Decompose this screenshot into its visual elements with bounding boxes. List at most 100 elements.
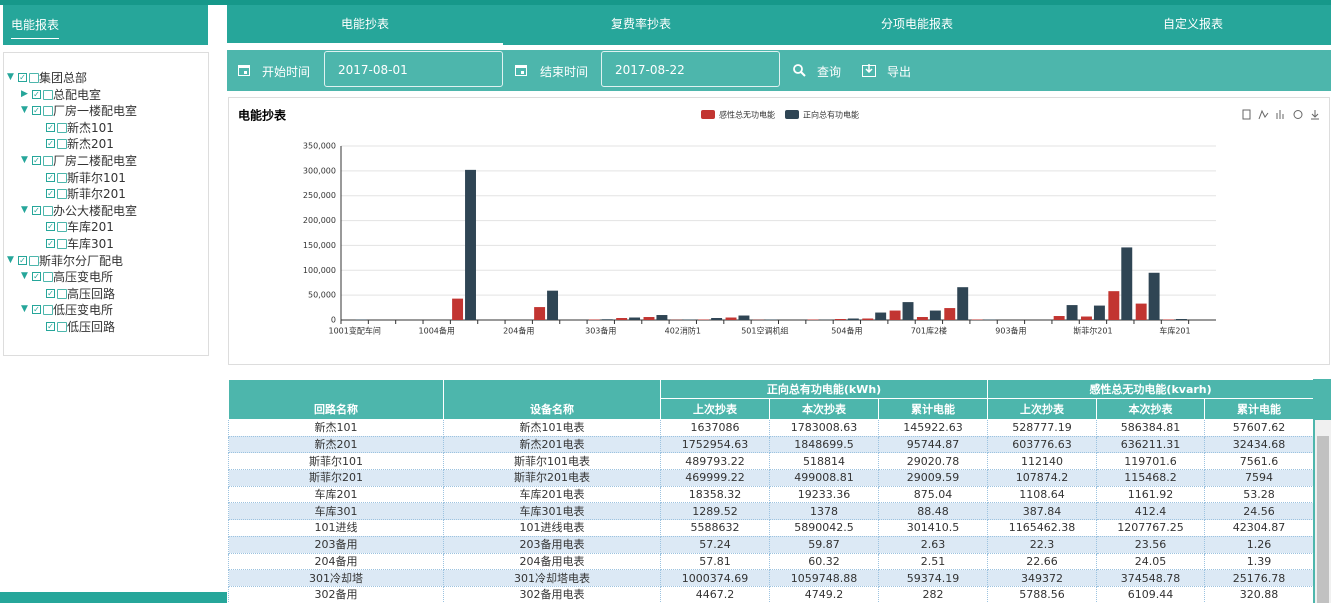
table-cell: 95744.87 bbox=[877, 435, 989, 454]
table-row[interactable]: 101进线 101进线电表 5588632 5890042.5 301410.5 1165… bbox=[228, 519, 1313, 537]
tree-node-label[interactable]: 厂房二楼配电室 bbox=[53, 154, 138, 168]
bar bbox=[643, 317, 655, 320]
y-tick-label: 50,000 bbox=[308, 291, 336, 300]
tree-node-label[interactable]: 斯菲尔201 bbox=[67, 187, 126, 202]
table-row[interactable]: 新杰201 新杰201电表 1752954.63 1848699.5 95744.87 6… bbox=[228, 435, 1313, 454]
search-icon[interactable] bbox=[793, 64, 806, 77]
column-header: 上次抄表 bbox=[660, 398, 770, 420]
table-cell: 新杰201电表 bbox=[443, 435, 661, 454]
tree-node-label[interactable]: 斯菲尔101 bbox=[67, 170, 126, 185]
table-cell: 42304.87 bbox=[1204, 519, 1313, 537]
tree-checkbox: ✓ bbox=[46, 222, 55, 232]
bar bbox=[862, 318, 874, 320]
restore-icon[interactable] bbox=[1293, 110, 1303, 119]
nav-tab[interactable]: 自定义报表 bbox=[1162, 17, 1223, 31]
tree-checkbox: ✓ bbox=[32, 89, 41, 99]
toolbar: 开始时间 2017-08-01 结束时间 2017-08-22 查询 导出 bbox=[227, 50, 1331, 91]
nav-tab[interactable]: 复费率抄表 bbox=[610, 17, 671, 31]
table-row[interactable]: 204备用 204备用电表 57.81 60.32 2.51 22.66 24.05 1.39 bbox=[228, 552, 1313, 571]
tree-toggle[interactable]: ▼ bbox=[7, 72, 14, 82]
tree-node-label[interactable]: 高压变电所 bbox=[53, 270, 114, 285]
tree-toggle[interactable]: ▼ bbox=[21, 155, 28, 165]
table-cell: 2.63 bbox=[877, 535, 989, 554]
tree-node-icon bbox=[43, 205, 53, 216]
table-row[interactable]: 新杰101 新杰101电表 1637086 1783008.63 145922.63 52… bbox=[228, 419, 1313, 437]
nav-tab[interactable]: 电能抄表 bbox=[227, 5, 503, 45]
tree-node-label[interactable]: 斯菲尔分厂配电 bbox=[39, 253, 124, 268]
start-date-input[interactable]: 2017-08-01 bbox=[324, 51, 503, 87]
table-cell: 349372 bbox=[987, 569, 1098, 587]
x-tick-label: 1001变配车间 bbox=[328, 326, 380, 336]
tree-node-label[interactable]: 办公大楼配电室 bbox=[53, 203, 138, 218]
table-cell: 1378 bbox=[769, 502, 879, 521]
table-cell: 32434.68 bbox=[1204, 435, 1313, 454]
table-cell: 88.48 bbox=[877, 502, 989, 521]
bar bbox=[929, 310, 941, 320]
table-cell: 23.56 bbox=[1096, 535, 1206, 554]
bar-icon[interactable] bbox=[1276, 110, 1284, 119]
bar bbox=[957, 287, 969, 320]
end-date-input[interactable]: 2017-08-22 bbox=[601, 51, 780, 87]
table-cell: 1108.64 bbox=[987, 485, 1098, 504]
x-tick-label: 701库2楼 bbox=[911, 326, 947, 336]
tree-node-label[interactable]: 总配电室 bbox=[53, 87, 102, 102]
tree-checkbox: ✓ bbox=[32, 305, 41, 315]
table-row[interactable]: 斯菲尔101 斯菲尔101电表 489793.22 518814 29020.78 112… bbox=[228, 452, 1313, 471]
table-row[interactable]: 车库301 车库301电表 1289.52 1378 88.48 387.84 412.4 2… bbox=[228, 502, 1313, 521]
column-header: 累计电能 bbox=[877, 398, 989, 420]
table-cell: 1059748.88 bbox=[769, 569, 879, 587]
table-cell: 204备用 bbox=[228, 552, 444, 571]
save-icon[interactable] bbox=[1311, 110, 1319, 120]
table-row[interactable]: 302备用 302备用电表 4467.2 4749.2 282 5788.56 6109.4… bbox=[228, 585, 1313, 603]
tree-node-icon bbox=[57, 172, 67, 183]
export-button[interactable]: 导出 bbox=[887, 65, 912, 79]
table-row[interactable]: 203备用 203备用电表 57.24 59.87 2.63 22.3 23.56 1.26 bbox=[228, 535, 1313, 554]
tree-node-label[interactable]: 集团总部 bbox=[39, 71, 88, 85]
scrollbar-thumb[interactable] bbox=[1317, 436, 1329, 603]
tree-node-icon bbox=[29, 255, 39, 266]
tree-toggle[interactable]: ▼ bbox=[7, 254, 14, 265]
sidebar-tab[interactable]: 电能报表 bbox=[3, 5, 208, 45]
line-icon[interactable] bbox=[1258, 109, 1269, 120]
export-icon[interactable] bbox=[862, 63, 876, 77]
header-row: 上次抄表 本次抄表 累计电能 上次抄表 本次抄表 累计电能 bbox=[229, 398, 1313, 420]
tree-node-label[interactable]: 厂房一楼配电室 bbox=[53, 104, 138, 119]
tree-node-label[interactable]: 新杰201 bbox=[67, 137, 114, 152]
sidebar-tab-label[interactable]: 电能报表 bbox=[11, 16, 60, 39]
tree-node-icon bbox=[57, 222, 67, 233]
chart-toolbox[interactable] bbox=[1242, 109, 1319, 120]
tree-node-label[interactable]: 高压回路 bbox=[67, 286, 116, 301]
tree-toggle[interactable]: ▼ bbox=[21, 204, 28, 215]
table-cell: 469999.22 bbox=[660, 469, 770, 487]
tree-toggle[interactable]: ▼ bbox=[21, 304, 28, 315]
y-tick-label: 350,000 bbox=[303, 142, 336, 151]
bar bbox=[847, 318, 859, 320]
chart: 电能抄表 0 50,000 100,000 150,000 200,000 250,000… bbox=[238, 108, 1319, 336]
tree-node-label[interactable]: 车库201 bbox=[67, 220, 114, 235]
bar bbox=[1108, 291, 1120, 320]
tree-toggle[interactable]: ▼ bbox=[21, 271, 28, 282]
tree-toggle[interactable]: ▼ bbox=[21, 105, 28, 116]
table-cell: 车库301 bbox=[228, 502, 444, 521]
tree-checkbox: ✓ bbox=[46, 122, 55, 132]
table-cell: 新杰201 bbox=[228, 435, 444, 454]
tree-node-label[interactable]: 低压变电所 bbox=[53, 303, 114, 318]
tree-node-label[interactable]: 新杰101 bbox=[67, 120, 114, 135]
group-header: 感性总无功电能(kvarh) bbox=[987, 379, 1313, 399]
tree-node-label[interactable]: 车库301 bbox=[67, 237, 114, 251]
table-row[interactable]: 斯菲尔201 斯菲尔201电表 469999.22 499008.81 29009.59… bbox=[228, 469, 1313, 487]
table-cell: 282 bbox=[877, 585, 989, 603]
table-cell: 528777.19 bbox=[987, 419, 1098, 437]
tree-checkbox: ✓ bbox=[18, 255, 27, 265]
tree-node-label[interactable]: 低压回路 bbox=[67, 320, 116, 334]
x-tick-label: 204备用 bbox=[503, 326, 534, 336]
data-view-icon[interactable] bbox=[1242, 109, 1251, 120]
table-cell: 25176.78 bbox=[1204, 569, 1313, 587]
tree-toggle[interactable]: ▶ bbox=[21, 88, 28, 99]
table-row[interactable]: 车库201 车库201电表 18358.32 19233.36 875.04 1108.6… bbox=[228, 485, 1313, 504]
query-button[interactable]: 查询 bbox=[817, 65, 842, 79]
tree-checkbox: ✓ bbox=[46, 172, 55, 182]
table-row[interactable]: 301冷却塔 301冷却塔电表 1000374.69 1059748.88 59374.… bbox=[228, 569, 1313, 587]
tree-node-icon bbox=[43, 272, 53, 283]
nav-tab[interactable]: 分项电能报表 bbox=[880, 17, 953, 31]
